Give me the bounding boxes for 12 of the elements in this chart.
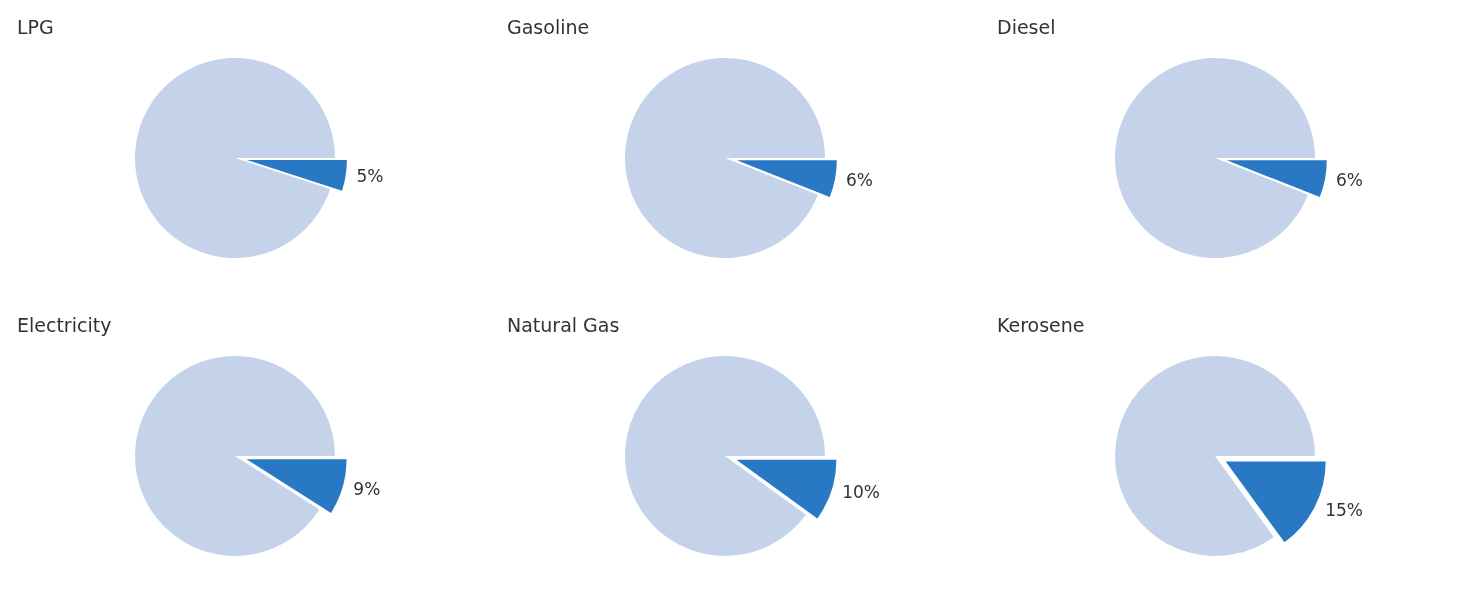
- data-label: 5%: [356, 166, 384, 187]
- data-label: 6%: [845, 170, 873, 191]
- data-label: 15%: [1325, 499, 1363, 520]
- data-label: 9%: [353, 478, 381, 499]
- chart-title: Diesel: [997, 15, 1056, 38]
- chart-title: LPG: [17, 15, 54, 38]
- data-label: 6%: [1335, 170, 1363, 191]
- chart-title: Natural Gas: [507, 313, 620, 336]
- chart-title: Electricity: [17, 313, 112, 336]
- chart-title: Kerosene: [997, 313, 1085, 336]
- chart-title: Gasoline: [507, 15, 590, 38]
- data-label: 10%: [842, 482, 881, 503]
